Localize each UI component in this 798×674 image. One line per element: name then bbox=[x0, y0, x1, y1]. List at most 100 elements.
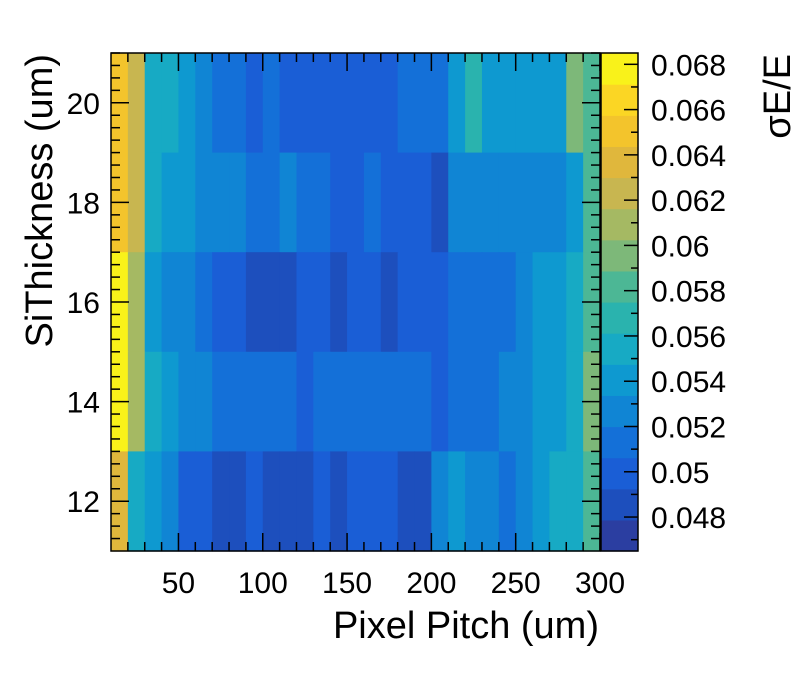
heatmap-cell bbox=[498, 451, 517, 552]
heatmap-cell bbox=[465, 451, 483, 552]
heatmap-cell bbox=[431, 351, 449, 452]
colorbar-band bbox=[601, 395, 638, 428]
colorbar-band bbox=[601, 177, 638, 210]
heatmap-cell bbox=[127, 351, 146, 452]
y-tick-label: 14 bbox=[67, 387, 100, 420]
x-tick-label: 300 bbox=[575, 567, 625, 600]
heatmap-cell bbox=[549, 152, 567, 253]
heatmap-cell bbox=[127, 451, 146, 552]
heatmap-cell bbox=[566, 351, 584, 452]
colorbar-tick-label: 0.054 bbox=[651, 366, 726, 399]
colorbar-band bbox=[601, 53, 638, 85]
heatmap-cell bbox=[549, 53, 567, 154]
colorbar-ticks: 0.048 0.05 0.052 0.054 0.056 0.058 0.06 0.062 0.… bbox=[624, 49, 726, 541]
colorbar-band bbox=[601, 270, 638, 303]
heatmap-cell bbox=[380, 53, 399, 154]
colorbar-tick-label: 0.056 bbox=[651, 321, 726, 354]
heatmap-cell bbox=[127, 152, 146, 253]
heatmap-cell bbox=[481, 53, 500, 154]
heatmap-cell bbox=[347, 451, 365, 552]
heatmap-cell bbox=[127, 53, 146, 154]
heatmap-cell bbox=[431, 252, 449, 353]
x-tick-label: 50 bbox=[162, 567, 195, 600]
colorbar-tick-label: 0.062 bbox=[651, 185, 726, 218]
heatmap-cell bbox=[465, 252, 483, 353]
heatmap-cell bbox=[363, 252, 382, 353]
heatmap-cell bbox=[363, 451, 382, 552]
heatmap-cell bbox=[262, 252, 281, 353]
heatmap-cell bbox=[229, 351, 247, 452]
colorbar-tick-label: 0.058 bbox=[651, 276, 726, 309]
heatmap-cell bbox=[363, 53, 382, 154]
heatmap-cell bbox=[397, 252, 416, 353]
heatmap-cell bbox=[279, 351, 298, 452]
heatmap-cell bbox=[397, 53, 416, 154]
heatmap-cell bbox=[161, 152, 180, 253]
heatmap-cell bbox=[178, 351, 196, 452]
heatmap-cell bbox=[296, 53, 314, 154]
heatmap-cell bbox=[313, 53, 331, 154]
heatmap-cell bbox=[431, 152, 449, 253]
heatmap-cell bbox=[431, 53, 449, 154]
heatmap-cell bbox=[296, 451, 314, 552]
heatmap-cell bbox=[313, 152, 331, 253]
x-tick-label: 200 bbox=[406, 567, 456, 600]
heatmap-cell bbox=[481, 351, 500, 452]
heatmap-cell bbox=[279, 152, 298, 253]
colorbar-frame bbox=[600, 52, 639, 552]
colorbar-tick-label: 0.06 bbox=[651, 230, 709, 263]
heatmap-cell bbox=[515, 451, 534, 552]
colorbar-tick-label: 0.048 bbox=[651, 502, 726, 535]
colorbar-band bbox=[601, 519, 638, 552]
y-tick-label: 16 bbox=[67, 287, 100, 320]
heatmap-cell bbox=[229, 252, 247, 353]
colorbar-tick-label: 0.05 bbox=[651, 457, 709, 490]
heatmap-cell bbox=[330, 252, 348, 353]
heatmap-cell bbox=[465, 351, 483, 452]
heatmap-cell bbox=[144, 451, 163, 552]
heatmap-cell bbox=[245, 53, 264, 154]
heatmap-cell bbox=[330, 53, 348, 154]
heatmap-cell bbox=[212, 451, 230, 552]
heatmap-cell bbox=[566, 152, 584, 253]
x-axis-ticks: 50 100 150 200 250 300 bbox=[127, 53, 625, 600]
heatmap-cell bbox=[515, 351, 534, 452]
heatmap-cell bbox=[380, 351, 399, 452]
heatmap-cell bbox=[313, 252, 331, 353]
heatmap-cell bbox=[195, 451, 213, 552]
x-tick-label: 250 bbox=[491, 567, 541, 600]
heatmap-cell bbox=[195, 351, 213, 452]
heatmap-cell bbox=[245, 152, 264, 253]
heatmap-cell bbox=[262, 451, 281, 552]
y-axis-title: SiThickness (um) bbox=[19, 54, 61, 348]
heatmap-cell bbox=[279, 53, 298, 154]
heatmap-cell bbox=[532, 451, 551, 552]
heatmap-cell bbox=[515, 252, 534, 353]
heatmap-cell bbox=[532, 252, 551, 353]
heatmap-cell bbox=[330, 351, 348, 452]
heatmap-cell bbox=[330, 451, 348, 552]
heatmap-cell bbox=[414, 451, 432, 552]
heatmap-cell bbox=[178, 53, 196, 154]
heatmap-cell bbox=[347, 152, 365, 253]
heatmap-cell bbox=[363, 351, 382, 452]
heatmap-cell bbox=[144, 53, 163, 154]
heatmap-cell bbox=[212, 53, 230, 154]
heatmap-cell bbox=[397, 451, 416, 552]
heatmap-cell bbox=[414, 53, 432, 154]
heatmap-cell bbox=[262, 152, 281, 253]
heatmap-cell bbox=[144, 252, 163, 353]
heatmap-cell bbox=[229, 152, 247, 253]
heatmap-cell bbox=[212, 152, 230, 253]
y-tick-label: 12 bbox=[67, 486, 100, 519]
heatmap-cell bbox=[481, 451, 500, 552]
heatmap-cell bbox=[245, 351, 264, 452]
colorbar-band bbox=[601, 488, 638, 521]
colorbar-band bbox=[601, 84, 638, 116]
heatmap-cell bbox=[380, 451, 399, 552]
heatmap-cell bbox=[465, 152, 483, 253]
heatmap-cell bbox=[279, 252, 298, 353]
heatmap-cell bbox=[566, 451, 584, 552]
heatmap-cell bbox=[448, 53, 466, 154]
heatmap-cell bbox=[448, 152, 466, 253]
